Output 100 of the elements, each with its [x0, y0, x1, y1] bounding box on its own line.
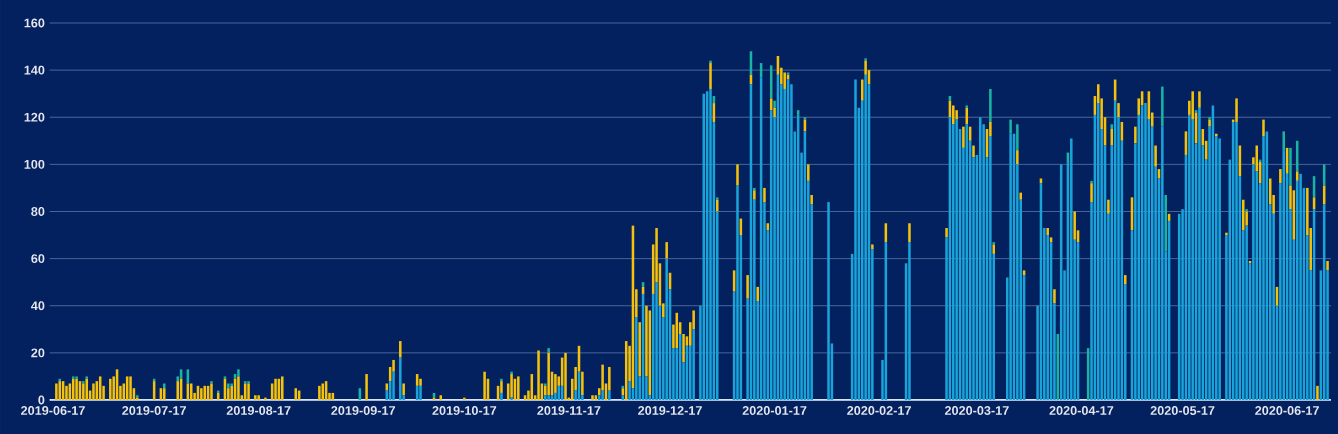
- bar: [82, 383, 85, 400]
- bar: [709, 63, 712, 89]
- bar: [908, 242, 911, 400]
- x-tick-label: 2019-10-17: [432, 406, 497, 415]
- bar: [65, 385, 68, 400]
- bar: [1053, 289, 1056, 304]
- x-tick-label: 2019-09-17: [331, 406, 396, 415]
- x-tick-label: 2020-02-17: [847, 406, 911, 415]
- bar: [1242, 199, 1245, 231]
- bar: [786, 72, 790, 75]
- bar: [210, 383, 213, 400]
- bar: [547, 395, 550, 400]
- bar: [439, 395, 443, 400]
- bar: [1279, 169, 1282, 184]
- bar: [399, 357, 402, 400]
- bar: [864, 58, 867, 61]
- bar: [736, 185, 739, 400]
- bar: [1188, 114, 1191, 400]
- bar: [419, 385, 422, 400]
- bar: [564, 352, 567, 400]
- bar: [1134, 126, 1137, 144]
- bar: [908, 223, 911, 243]
- x-tick-label: 2019-12-17: [638, 406, 702, 415]
- bar: [82, 381, 85, 384]
- bar: [1208, 119, 1211, 127]
- bar: [1198, 91, 1201, 108]
- bar: [463, 397, 466, 400]
- y-tick-label: 20: [31, 348, 45, 358]
- bar: [85, 378, 88, 400]
- bar: [635, 317, 638, 400]
- bar: [1090, 183, 1093, 203]
- bar: [58, 378, 61, 382]
- bar: [810, 194, 813, 205]
- bar: [1289, 147, 1292, 186]
- y-tick-label: 100: [24, 159, 45, 169]
- bar: [85, 376, 88, 379]
- bar: [952, 105, 955, 125]
- y-tick-label: 0: [38, 395, 45, 405]
- x-tick-label: 2019-11-17: [537, 406, 601, 415]
- bar: [203, 385, 206, 400]
- x-tick-label: 2020-05-17: [1150, 406, 1215, 415]
- bar: [601, 390, 604, 400]
- bar: [237, 376, 240, 400]
- bar: [510, 397, 513, 400]
- bar: [1070, 138, 1073, 400]
- bar: [1299, 173, 1302, 400]
- bar: [989, 136, 992, 400]
- bar: [638, 322, 641, 377]
- bar: [281, 376, 284, 400]
- bar: [608, 390, 611, 400]
- bar: [1090, 180, 1093, 184]
- y-tick-label: 40: [31, 301, 45, 311]
- bar: [803, 117, 807, 120]
- bar: [92, 383, 95, 400]
- bar: [756, 286, 759, 302]
- bar: [544, 383, 547, 386]
- bar: [1218, 138, 1221, 400]
- bar: [1164, 194, 1167, 252]
- bar: [1262, 119, 1265, 137]
- bar: [247, 383, 250, 400]
- y-tick-label: 60: [31, 254, 45, 264]
- bar: [1326, 260, 1329, 271]
- bar: [554, 374, 557, 393]
- bar: [247, 381, 250, 384]
- bar: [71, 376, 75, 379]
- bar: [1316, 385, 1319, 400]
- bar: [318, 385, 321, 400]
- bar: [1123, 275, 1127, 285]
- bar: [163, 383, 166, 389]
- bar: [871, 244, 874, 250]
- x-tick-label: 2019-06-17: [21, 406, 85, 415]
- bar: [978, 117, 982, 400]
- bar: [200, 388, 203, 400]
- bar: [500, 378, 503, 382]
- bar: [1191, 119, 1194, 400]
- bar: [274, 378, 277, 400]
- x-tick-label: 2020-03-17: [944, 406, 1009, 416]
- y-tick-label: 140: [24, 65, 45, 75]
- bar: [989, 88, 992, 122]
- bar: [591, 395, 594, 400]
- bar: [365, 374, 368, 400]
- bar: [1215, 133, 1218, 137]
- bar: [1282, 150, 1285, 400]
- bar: [254, 395, 257, 400]
- y-tick-label: 120: [24, 112, 45, 122]
- bar: [807, 164, 810, 181]
- y-tick-label: 80: [31, 207, 45, 216]
- bar: [510, 374, 513, 398]
- bar: [1097, 103, 1100, 400]
- x-tick-label: 2019-08-17: [226, 406, 291, 415]
- bar: [547, 352, 550, 396]
- bar: [1009, 133, 1012, 400]
- bar: [227, 383, 230, 389]
- bar: [628, 381, 631, 400]
- bar: [1282, 131, 1285, 151]
- bar: [500, 392, 503, 400]
- bar: [581, 371, 584, 396]
- bar: [955, 119, 958, 400]
- bar: [547, 348, 550, 353]
- bar: [1245, 209, 1248, 212]
